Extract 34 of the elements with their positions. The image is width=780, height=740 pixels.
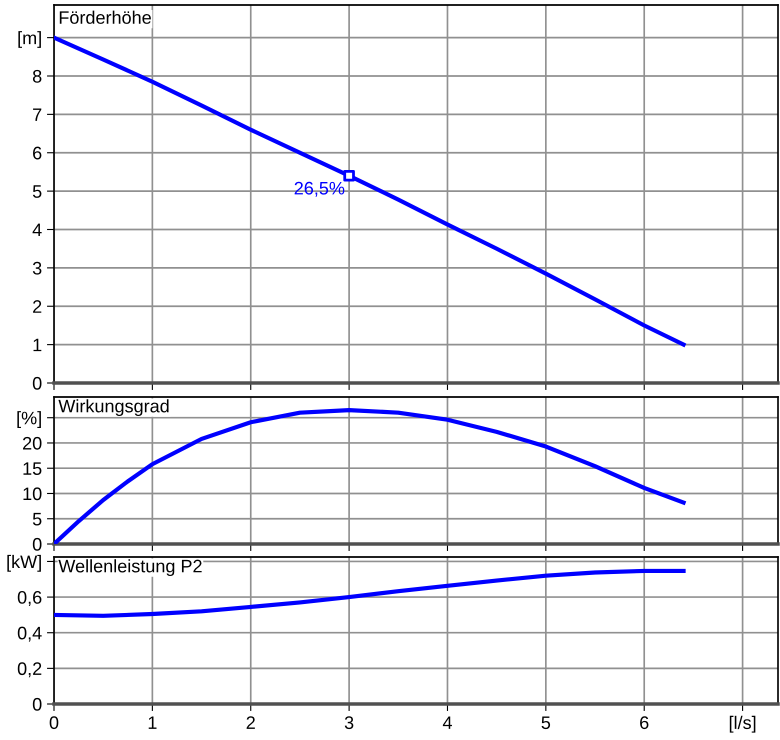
x-tick-label: 0: [50, 716, 58, 730]
y-tick-label: [kW]: [7, 554, 41, 572]
x-tick-label: 1: [148, 716, 157, 729]
y-tick-label: 3: [32, 262, 42, 275]
y-tick-label: 0,2: [18, 662, 42, 678]
y-tick-label: 8: [32, 70, 42, 83]
y-tick-label: 7: [33, 108, 42, 121]
chart-title: Wellenleistung P2: [58, 559, 202, 576]
y-tick-label: [%]: [17, 411, 41, 428]
y-tick-label: [m]: [18, 31, 41, 48]
x-tick-label: 5: [542, 716, 550, 730]
y-tick-label: 6: [33, 146, 42, 160]
y-tick-label: 0: [32, 538, 42, 551]
y-tick-label: 2: [33, 300, 42, 313]
x-tick-label: [l/s]: [730, 716, 756, 733]
chart-title: Förderhöhe: [60, 10, 151, 24]
y-tick-label: 20: [23, 436, 42, 450]
chart-title: Wirkungsgrad: [58, 399, 169, 416]
x-tick-label: 6: [640, 716, 648, 730]
y-tick-label: 0,6: [18, 591, 42, 606]
y-tick-label: 5: [32, 512, 42, 526]
annotation: 26,5%: [294, 182, 344, 197]
y-tick-label: 15: [23, 462, 42, 475]
y-tick-label: 0,4: [18, 626, 42, 642]
y-tick-label: 10: [23, 487, 42, 500]
y-tick-label: 0: [32, 698, 42, 711]
y-tick-label: 4: [32, 224, 42, 236]
y-tick-label: 1: [34, 338, 42, 352]
x-tick-label: 3: [344, 716, 354, 730]
y-tick-label: 0: [32, 376, 42, 390]
x-tick-label: 4: [442, 716, 452, 729]
y-tick-label: 5: [32, 185, 42, 198]
line-series: [54, 36, 686, 347]
x-tick-label: 2: [246, 716, 255, 729]
